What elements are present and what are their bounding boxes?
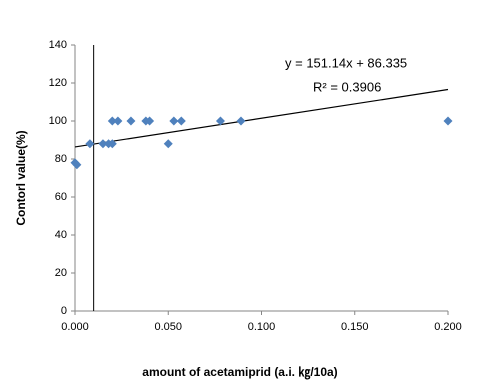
trendline-r2: R² = 0.3906 xyxy=(313,79,381,94)
data-point xyxy=(107,116,117,126)
x-axis-title: amount of acetamiprid (a.i. ㎏/10a) xyxy=(142,365,337,380)
y-tick-label: 80 xyxy=(55,153,67,165)
trendline-equation: y = 151.14x + 86.335 xyxy=(285,55,407,70)
data-point xyxy=(163,139,173,149)
y-tick-label: 140 xyxy=(49,39,67,51)
y-axis-title: Contorl value(%) xyxy=(14,130,28,225)
y-tick-label: 0 xyxy=(61,305,67,317)
x-tick-label: 0.150 xyxy=(341,321,369,333)
data-point xyxy=(98,139,108,149)
y-tick-label: 20 xyxy=(55,267,67,279)
data-point xyxy=(443,116,453,126)
data-point xyxy=(113,116,123,126)
x-tick-label: 0.100 xyxy=(248,321,276,333)
data-point xyxy=(72,160,82,170)
data-point xyxy=(176,116,186,126)
data-point xyxy=(85,139,95,149)
data-point xyxy=(145,116,155,126)
y-tick-label: 120 xyxy=(49,77,67,89)
x-tick-label: 0.200 xyxy=(434,321,462,333)
y-tick-label: 40 xyxy=(55,229,67,241)
trendline xyxy=(74,88,449,148)
data-point xyxy=(215,116,225,126)
x-tick-label: 0.000 xyxy=(61,321,89,333)
data-point xyxy=(126,116,136,126)
y-tick-label: 100 xyxy=(49,115,67,127)
data-point xyxy=(169,116,179,126)
data-point xyxy=(236,116,246,126)
x-tick-label: 0.050 xyxy=(154,321,182,333)
y-tick-label: 60 xyxy=(55,191,67,203)
data-point xyxy=(107,139,117,149)
